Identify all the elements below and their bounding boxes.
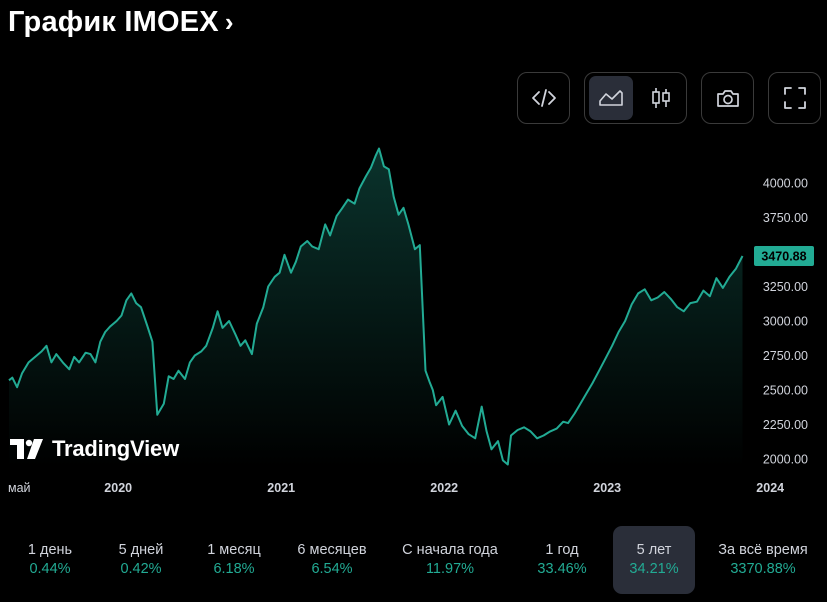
period-label: 1 год [545, 542, 579, 558]
period-label: 1 месяц [207, 542, 261, 558]
period-change: 6.18% [213, 561, 255, 577]
price-area [9, 148, 743, 467]
period-change: 33.46% [537, 561, 587, 577]
period-label: За всё время [718, 542, 808, 558]
x-tick-label: 2020 [104, 481, 132, 495]
x-tick-label: 2022 [430, 481, 458, 495]
x-tick-label: 2023 [593, 481, 621, 495]
area-chart-icon [598, 90, 623, 106]
y-tick-label: 3750.00 [763, 211, 808, 225]
period-label: 5 лет [636, 542, 672, 558]
y-tick-label: 3250.00 [763, 280, 808, 294]
period-label: 6 месяцев [297, 542, 367, 558]
chart-type-switch [584, 72, 687, 124]
price-chart[interactable]: 4000.003750.003500.003250.003000.002750.… [0, 140, 827, 500]
period-label: 1 день [27, 542, 73, 558]
candlestick-icon [651, 88, 670, 108]
title-text: График IMOEX [8, 6, 219, 38]
period-option[interactable]: 5 лет 34.21% [613, 526, 695, 594]
x-tick-label: 2024 [756, 481, 784, 495]
period-option[interactable]: С начала года 11.97% [385, 526, 515, 594]
x-tick-label: май [8, 481, 31, 495]
price-line [8, 147, 744, 466]
period-option[interactable]: 6 месяцев 6.54% [282, 526, 382, 594]
tradingview-text: TradingView [52, 436, 179, 461]
x-tick-label: 2021 [267, 481, 295, 495]
candles-button[interactable] [639, 76, 683, 120]
page-title[interactable]: График IMOEX › [8, 6, 234, 39]
chevron-right-icon: › [224, 7, 234, 37]
y-tick-label: 3000.00 [763, 315, 808, 329]
period-option[interactable]: За всё время 3370.88% [708, 526, 818, 594]
area-chart-button[interactable] [588, 76, 633, 120]
period-change: 6.54% [311, 561, 353, 577]
tradingview-logo[interactable]: TradingView [10, 436, 179, 462]
period-option[interactable]: 1 год 33.46% [520, 526, 604, 594]
camera-icon [716, 90, 739, 107]
period-label: 5 дней [118, 542, 164, 558]
y-axis: 4000.003750.003500.003250.003000.002750.… [763, 177, 808, 467]
fullscreen-button[interactable] [768, 72, 821, 124]
period-option[interactable]: 1 месяц 6.18% [189, 526, 279, 594]
period-change: 34.21% [629, 561, 679, 577]
period-change: 11.97% [425, 561, 475, 577]
current-price-badge-bg [754, 246, 814, 267]
x-axis: май 2020 2021 2022 2023 2024 [8, 481, 784, 495]
period-label: С начала года [402, 542, 498, 558]
current-price-badge: 3470.88 [754, 246, 814, 267]
tradingview-logo-icon [10, 439, 43, 459]
period-option[interactable]: 5 дней 0.42% [99, 526, 183, 594]
period-option[interactable]: 1 день 0.44% [8, 526, 92, 594]
period-change: 0.44% [29, 561, 71, 577]
current-price-value: 3470.88 [761, 250, 806, 264]
embed-button[interactable] [517, 72, 570, 124]
y-tick-label: 4000.00 [763, 177, 808, 191]
y-tick-label: 2250.00 [763, 418, 808, 432]
period-change: 0.42% [120, 561, 162, 577]
y-tick-label: 2750.00 [763, 349, 808, 363]
y-tick-label: 2500.00 [763, 384, 808, 398]
period-selector: 1 день 0.44% 5 дней 0.42% 1 месяц 6.18% 6 меся… [0, 526, 827, 594]
y-tick-label: 2000.00 [763, 453, 808, 467]
period-change: 3370.88% [730, 561, 796, 577]
snapshot-button[interactable] [701, 72, 754, 124]
fullscreen-icon [783, 87, 806, 109]
code-icon [531, 89, 556, 107]
